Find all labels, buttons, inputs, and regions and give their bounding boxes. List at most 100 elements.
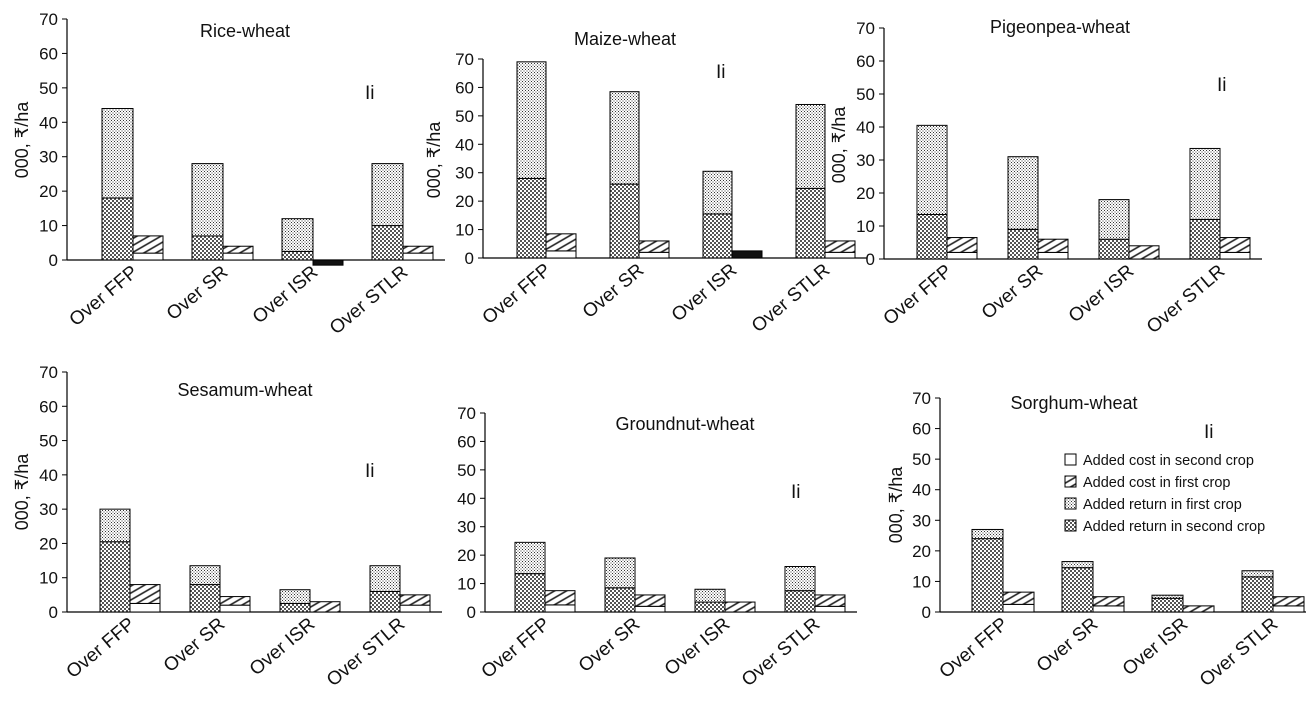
y-tick-label: 60 [455,78,474,97]
bar-return-second [514,573,546,613]
bar-cost-first [946,237,978,253]
y-tick-label: 30 [39,148,58,167]
bar-cost-first [222,245,254,254]
bar-return-second [604,587,636,613]
bar-cost-second-negative [312,259,344,266]
y-tick-label: 10 [39,217,58,236]
bar-return-second [1151,597,1184,613]
bar-return-first [279,589,311,604]
x-category-label: Over STLR [1196,614,1282,691]
bar-return-first [784,566,816,592]
legend-swatch-return-first [1064,497,1077,510]
x-category-label: Over ISR [249,262,322,328]
bar-return-second [971,538,1004,613]
bar-return-first [281,218,314,252]
y-tick-label: 70 [912,389,931,408]
bar-cost-second [1219,251,1251,260]
bar-cost-first [544,590,576,606]
y-tick-label: 50 [457,461,476,480]
y-tick-label: 70 [455,50,474,69]
bar-return-first [795,103,826,189]
bar-return-first [369,565,401,592]
y-tick-label: 0 [467,603,476,622]
bar-cost-first [1128,245,1160,260]
bar-cost-first [309,601,341,613]
chart-annotation: Ii [791,482,801,503]
bar-cost-second [814,605,846,613]
chart-title: Groundnut-wheat [615,414,754,434]
legend-label-return-first: Added return in first crop [1083,497,1242,513]
y-tick-label: 10 [856,217,875,236]
bar-return-first [916,124,948,215]
x-category-label: Over ISR [246,614,319,680]
y-tick-label: 60 [457,432,476,451]
bar-return-first [604,557,636,589]
bar-return-first [1098,199,1130,240]
y-axis-label: 000, ₹/ha [12,453,32,530]
y-tick-label: 50 [912,450,931,469]
bar-cost-first [545,233,577,252]
bar-return-second [369,590,401,613]
bar-cost-second [1272,605,1305,613]
y-axis-label: 000, ₹/ha [424,121,444,198]
chart-panel-3: 0 10 20 30 40 50 60 70 Over FFP Over SR Over ISR Ov… [829,17,1262,338]
x-category-label: Over STLR [748,260,834,337]
chart-panel-2: 0 10 20 30 40 50 60 70 Over FFP Over SR Over ISR Ov… [424,29,867,337]
y-tick-label: 50 [856,85,875,104]
chart-annotation: Ii [716,62,726,83]
x-category-label: Over FFP [63,614,140,683]
chart-panel-5: 0 10 20 30 40 50 60 70 Over FFP Over SR Over ISR Ov… [457,404,857,691]
y-tick-label: 60 [856,52,875,71]
bar-return-first [1061,561,1094,569]
y-tick-label: 0 [49,251,58,270]
legend-swatch-cost-second [1064,453,1077,466]
bar-return-second [1241,576,1274,613]
y-tick-label: 20 [39,534,58,553]
bar-cost-second [946,251,978,260]
legend: Added cost in second crop Added cost in f… [1064,453,1265,535]
chart-annotation: Ii [1217,75,1227,96]
bar-cost-second [638,251,670,259]
x-category-label: Over SR [160,614,229,677]
bar-cost-first [1272,596,1305,607]
y-tick-label: 10 [455,221,474,240]
bar-cost-second [1092,605,1125,613]
x-category-label: Over FFP [66,262,143,331]
chart-annotation: Ii [365,83,375,104]
y-tick-label: 40 [856,118,875,137]
y-axis-label: 000, ₹/ha [886,466,906,543]
x-category-label: Over STLR [738,614,824,691]
y-tick-label: 10 [39,569,58,588]
bar-return-first [1007,156,1039,230]
bar-return-second [1007,228,1039,260]
bar-cost-second [222,252,254,261]
y-tick-label: 20 [912,542,931,561]
bar-return-second [101,197,134,261]
bar-return-first [191,163,224,237]
chart-title: Maize-wheat [574,29,676,49]
bar-cost-second [132,252,164,261]
bar-cost-first [129,584,161,604]
y-tick-label: 50 [39,79,58,98]
y-tick-label: 30 [856,151,875,170]
bar-return-second [371,225,404,261]
y-tick-label: 60 [912,420,931,439]
y-axis-label: 000, ₹/ha [829,106,849,183]
chart-panel-6: 0 10 20 30 40 50 60 70 Over FFP Over SR Over ISR Ov… [886,389,1306,691]
legend-label-cost-first: Added cost in first crop [1083,475,1231,491]
y-tick-label: 20 [856,184,875,203]
y-tick-label: 30 [39,500,58,519]
bar-return-second [516,177,547,259]
x-category-label: Over FFP [936,614,1013,683]
bar-cost-first [219,596,251,606]
chart-title: Sesamum-wheat [177,380,312,400]
bar-return-second [702,213,733,259]
chart-title: Sorghum-wheat [1010,393,1137,413]
bar-return-first [516,61,547,179]
bar-return-first [1189,147,1221,220]
y-tick-label: 20 [455,192,474,211]
bar-return-first [971,528,1004,540]
bar-cost-first [402,245,434,254]
y-tick-label: 70 [856,19,875,38]
